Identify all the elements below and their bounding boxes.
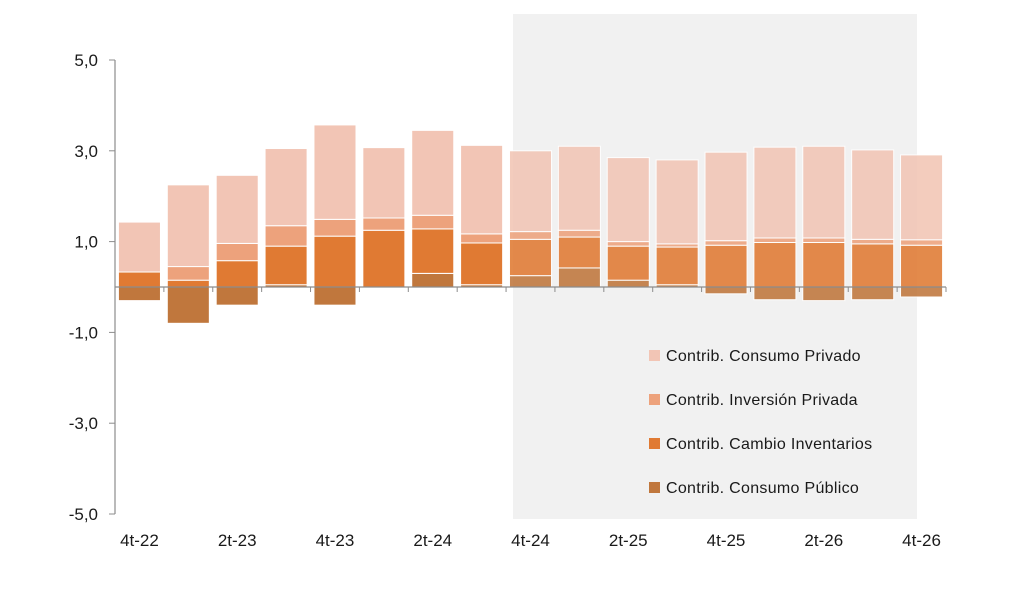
- bar-contrib-inversion-privada-1t-24: [362, 217, 406, 231]
- bar-contrib-consumo-privado-1t-26: [753, 146, 797, 239]
- bar-contrib-consumo-privado-4t-26: [900, 154, 944, 241]
- legend-label-contrib-inversion-privada: Contrib. Inversión Privada: [666, 392, 858, 409]
- bar-contrib-consumo-privado-3t-25: [655, 159, 699, 245]
- bar-contrib-inversion-privada-2t-25: [606, 241, 650, 247]
- bar-contrib-consumo-publico-2t-26: [802, 286, 846, 302]
- legend-label-contrib-cambio-inventarios: Contrib. Cambio Inventarios: [666, 436, 872, 453]
- bar-contrib-consumo-privado-3t-26: [851, 149, 895, 240]
- bar-contrib-consumo-publico-4t-24: [508, 275, 553, 288]
- bar-contrib-consumo-publico-2t-25: [606, 279, 650, 288]
- bar-contrib-consumo-privado-2t-26: [802, 145, 846, 239]
- bar-contrib-inversion-privada-2t-24: [411, 214, 455, 230]
- bar-contrib-inversion-privada-3t-24: [460, 233, 504, 244]
- bar-contrib-consumo-privado-4t-24: [508, 150, 553, 233]
- y-tick-label: 1,0: [74, 233, 98, 252]
- y-tick-label: -5,0: [69, 505, 98, 524]
- bar-contrib-consumo-privado-2t-23: [215, 174, 259, 244]
- bar-contrib-inversion-privada-3t-26: [851, 238, 895, 245]
- bar-contrib-consumo-privado-1t-23: [166, 184, 210, 268]
- bar-contrib-consumo-privado-4t-25: [704, 151, 748, 242]
- bar-contrib-cambio-inventarios-4t-23: [313, 235, 357, 288]
- bar-contrib-cambio-inventarios-1t-25: [557, 236, 601, 269]
- x-tick-label: 4t-24: [511, 531, 550, 550]
- bar-contrib-inversion-privada-1t-26: [753, 237, 797, 244]
- bar-contrib-inversion-privada-4t-26: [900, 239, 944, 246]
- bar-contrib-cambio-inventarios-2t-26: [802, 242, 846, 288]
- bar-contrib-cambio-inventarios-1t-24: [362, 229, 406, 288]
- bar-contrib-consumo-privado-3t-24: [460, 144, 504, 235]
- legend-swatch-contrib-inversion-privada: [649, 394, 660, 405]
- bar-contrib-consumo-privado-3t-23: [264, 148, 308, 227]
- legend: Contrib. Consumo Privado Contrib. Inversi…: [649, 348, 872, 497]
- legend-label-contrib-consumo-publico: Contrib. Consumo Público: [666, 480, 859, 497]
- bar-contrib-cambio-inventarios-3t-23: [264, 245, 308, 286]
- bar-contrib-consumo-publico-4t-26: [900, 286, 944, 298]
- x-tick-label: 2t-24: [413, 531, 452, 550]
- bar-contrib-consumo-privado-4t-23: [313, 124, 357, 220]
- bar-contrib-cambio-inventarios-3t-24: [460, 242, 504, 286]
- bar-contrib-consumo-publico-3t-26: [851, 286, 895, 301]
- bar-contrib-cambio-inventarios-4t-24: [508, 238, 553, 277]
- y-tick-label: 3,0: [74, 142, 98, 161]
- bar-contrib-consumo-publico-1t-26: [753, 286, 797, 301]
- y-tick-label: -3,0: [69, 414, 98, 433]
- bar-contrib-cambio-inventarios-2t-24: [411, 228, 455, 274]
- bar-contrib-consumo-privado-2t-25: [606, 157, 650, 243]
- bar-contrib-consumo-publico-2t-24: [411, 272, 455, 288]
- bar-contrib-inversion-privada-2t-23: [215, 242, 259, 262]
- x-labels-group: 4t-22 2t-23 4t-23 2t-24 4t-24 2t-25 4t-25 2t-26…: [120, 531, 941, 550]
- y-ticks-group: 5,0 3,0 1,0 -1,0 -3,0 -5,0: [69, 51, 115, 524]
- bar-contrib-cambio-inventarios-3t-25: [655, 246, 699, 286]
- bar-contrib-consumo-privado-1t-24: [362, 147, 406, 219]
- bar-contrib-inversion-privada-4t-24: [508, 231, 553, 240]
- bar-contrib-consumo-publico-4t-25: [704, 286, 748, 295]
- bar-contrib-inversion-privada-4t-25: [704, 240, 748, 246]
- bar-contrib-cambio-inventarios-4t-26: [900, 244, 944, 288]
- bar-contrib-consumo-publico-2t-23: [215, 286, 259, 306]
- x-tick-label: 2t-26: [804, 531, 843, 550]
- bar-contrib-cambio-inventarios-2t-23: [215, 260, 259, 288]
- y-tick-label: -1,0: [69, 323, 98, 342]
- legend-label-contrib-consumo-privado: Contrib. Consumo Privado: [666, 348, 861, 365]
- bar-contrib-consumo-publico-1t-25: [557, 267, 601, 288]
- bar-contrib-consumo-publico-1t-23: [166, 286, 210, 324]
- bar-contrib-cambio-inventarios-4t-25: [704, 244, 748, 288]
- bar-contrib-inversion-privada-1t-23: [166, 266, 210, 281]
- legend-swatch-contrib-cambio-inventarios: [649, 438, 660, 449]
- bar-contrib-consumo-privado-4t-22: [117, 221, 161, 273]
- bar-contrib-inversion-privada-3t-23: [264, 225, 308, 247]
- bar-contrib-cambio-inventarios-3t-26: [851, 243, 895, 288]
- bar-contrib-consumo-publico-4t-22: [117, 286, 161, 302]
- bar-contrib-inversion-privada-1t-25: [557, 229, 601, 238]
- bar-contrib-consumo-privado-1t-25: [557, 145, 601, 231]
- bar-contrib-cambio-inventarios-1t-26: [753, 242, 797, 288]
- bar-contrib-cambio-inventarios-4t-22: [117, 271, 161, 288]
- x-tick-label: 4t-22: [120, 531, 159, 550]
- bar-contrib-consumo-privado-2t-24: [411, 129, 455, 216]
- bars-group: [117, 124, 944, 324]
- x-tick-label: 2t-23: [218, 531, 257, 550]
- x-tick-label: 4t-25: [707, 531, 746, 550]
- x-ticks-group: [114, 287, 947, 292]
- bar-contrib-inversion-privada-4t-23: [313, 218, 357, 237]
- bar-contrib-consumo-publico-4t-23: [313, 286, 357, 306]
- bar-contrib-cambio-inventarios-2t-25: [606, 245, 650, 281]
- x-tick-label: 2t-25: [609, 531, 648, 550]
- legend-swatch-contrib-consumo-publico: [649, 482, 660, 493]
- x-tick-label: 4t-23: [316, 531, 355, 550]
- x-tick-label: 4t-26: [902, 531, 941, 550]
- legend-swatch-contrib-consumo-privado: [649, 350, 660, 361]
- y-tick-label: 5,0: [74, 51, 98, 70]
- bar-contrib-inversion-privada-2t-26: [802, 237, 846, 244]
- bar-contrib-cambio-inventarios-1t-23: [166, 279, 210, 288]
